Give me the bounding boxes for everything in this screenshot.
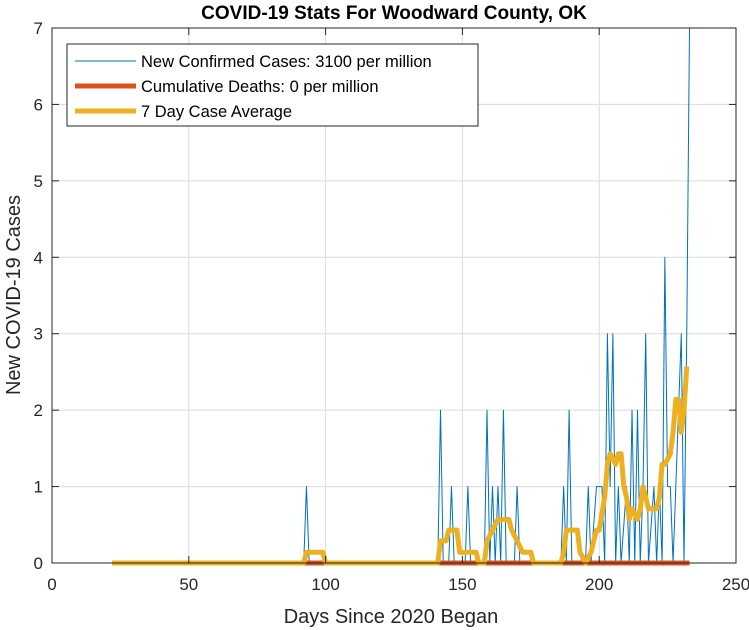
y-tick-label: 4 — [34, 248, 43, 267]
y-axis-label: New COVID-19 Cases — [3, 195, 25, 395]
x-tick-label: 100 — [311, 575, 339, 594]
y-tick-label: 2 — [34, 401, 43, 420]
y-tick-label: 3 — [34, 325, 43, 344]
legend-label-new-cases: New Confirmed Cases: 3100 per million — [141, 53, 432, 71]
legend-label-7day-average: 7 Day Case Average — [141, 103, 292, 121]
legend-label-deaths: Cumulative Deaths: 0 per million — [141, 78, 379, 96]
x-tick-label: 200 — [585, 575, 613, 594]
y-tick-label: 0 — [34, 554, 43, 573]
x-axis-label: Days Since 2020 Began — [284, 606, 499, 628]
x-tick-label: 150 — [448, 575, 476, 594]
y-tick-label: 5 — [34, 172, 43, 191]
y-tick-label: 6 — [34, 95, 43, 114]
legend: New Confirmed Cases: 3100 per million Cu… — [66, 43, 479, 127]
chart-title: COVID-19 Stats For Woodward County, OK — [201, 3, 587, 24]
x-tick-label: 250 — [722, 575, 749, 594]
axis-ticks: 0 50 100 150 200 250 0 1 2 3 4 5 6 7 — [34, 19, 749, 594]
x-tick-label: 0 — [47, 575, 56, 594]
x-tick-label: 50 — [179, 575, 198, 594]
seven-day-average-line — [112, 366, 690, 566]
y-tick-label: 1 — [34, 478, 43, 497]
y-tick-label: 7 — [34, 19, 43, 38]
plot-frame — [51, 27, 737, 564]
